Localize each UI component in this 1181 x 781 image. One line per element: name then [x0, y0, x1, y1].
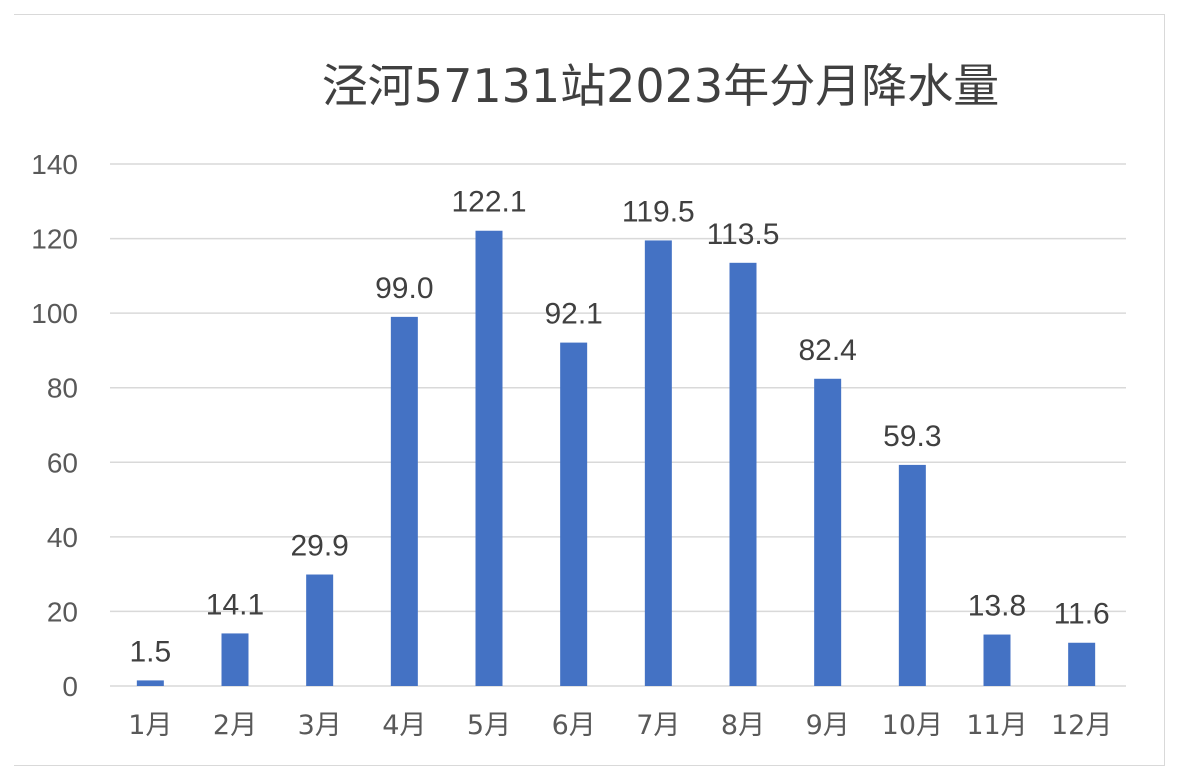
x-tick-label: 12月: [1051, 710, 1112, 741]
x-tick-label: 1月: [128, 710, 172, 741]
y-tick-label: 80: [47, 373, 78, 404]
x-tick-label: 4月: [382, 710, 426, 741]
bar: [560, 342, 588, 686]
y-tick-label: 60: [47, 447, 78, 478]
data-label: 13.8: [968, 590, 1026, 623]
x-tick-label: 11月: [966, 710, 1027, 741]
data-label: 113.5: [707, 218, 780, 251]
x-tick-label: 2月: [213, 710, 257, 741]
top-strip: [0, 0, 1181, 14]
bar: [729, 262, 757, 686]
x-tick-label: 10月: [882, 710, 943, 741]
data-label: 59.3: [883, 420, 941, 453]
data-label: 82.4: [798, 334, 856, 367]
bar: [136, 680, 164, 686]
x-tick-label: 3月: [298, 710, 342, 741]
y-tick-label: 120: [31, 224, 78, 255]
data-label: 11.6: [1054, 598, 1110, 631]
data-label: 99.0: [375, 272, 433, 305]
x-tick-label: 8月: [721, 710, 765, 741]
x-tick-label: 9月: [806, 710, 850, 741]
x-tick-label: 7月: [636, 710, 680, 741]
bar: [814, 378, 842, 686]
y-tick-label: 20: [47, 596, 78, 627]
bar: [306, 574, 334, 686]
x-tick-label: 5月: [467, 710, 511, 741]
bar: [898, 464, 926, 686]
data-label: 92.1: [544, 298, 602, 331]
data-label: 14.1: [206, 588, 264, 621]
bar: [221, 633, 249, 686]
bar: [1068, 642, 1096, 686]
data-label: 122.1: [451, 186, 526, 219]
bar: [390, 316, 418, 686]
y-tick-label: 140: [31, 149, 78, 180]
chart-frame: [14, 14, 1165, 766]
y-tick-label: 0: [62, 671, 78, 702]
x-tick-label: 6月: [552, 710, 596, 741]
data-label: 119.5: [622, 195, 695, 228]
bar: [475, 230, 503, 686]
data-label: 1.5: [129, 635, 171, 668]
bar: [983, 634, 1011, 686]
data-label: 29.9: [290, 530, 348, 563]
y-tick-label: 100: [31, 298, 78, 329]
chart-title: 泾河57131站2023年分月降水量: [321, 59, 1000, 113]
bar: [644, 240, 672, 686]
y-tick-label: 40: [47, 522, 78, 553]
